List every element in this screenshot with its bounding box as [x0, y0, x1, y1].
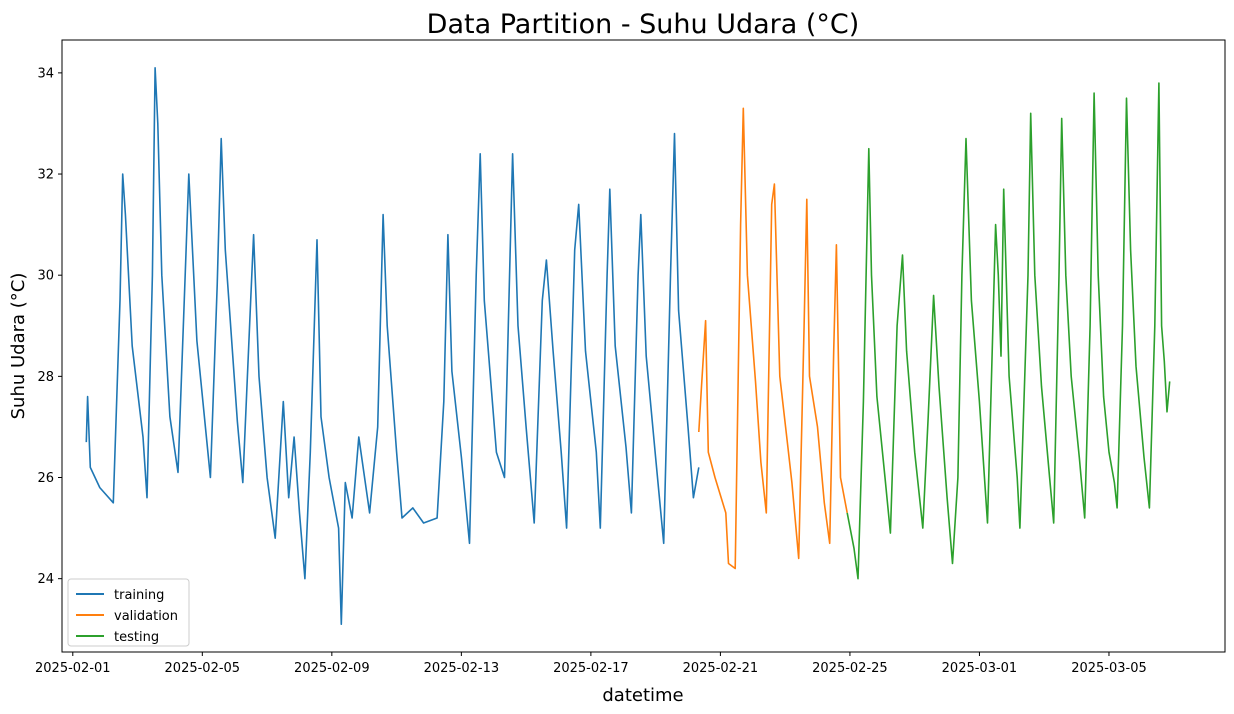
series-line-validation [698, 107, 848, 570]
legend-item-testing: testing [76, 630, 159, 645]
plot-area [85, 67, 1171, 625]
legend-label-validation: validation [114, 609, 178, 624]
x-tick-label: 2025-02-13 [424, 661, 500, 676]
series-layer [85, 67, 1171, 625]
x-tick-label: 2025-02-01 [35, 661, 111, 676]
legend-label-training: training [114, 588, 164, 603]
x-tick-label: 2025-03-01 [942, 661, 1018, 676]
y-tick-label: 28 [37, 370, 54, 385]
x-axis-label: datetime [602, 685, 683, 706]
legend-box [67, 578, 190, 647]
y-axis-label: Suhu Udara (°C) [8, 273, 29, 420]
y-tick-label: 24 [37, 572, 54, 587]
x-tick-label: 2025-02-09 [294, 661, 370, 676]
y-tick-label: 30 [37, 269, 54, 284]
legend-item-validation: validation [76, 609, 178, 624]
x-tick-label: 2025-03-05 [1071, 661, 1147, 676]
axes-frame [61, 39, 1226, 653]
legend: training validation testing [67, 578, 190, 647]
x-tick-label: 2025-02-05 [165, 661, 241, 676]
x-axis-ticks: 2025-02-01 2025-02-05 2025-02-09 2025-02-13… [35, 652, 1147, 676]
y-tick-label: 26 [37, 471, 54, 486]
x-tick-label: 2025-02-25 [812, 661, 888, 676]
y-axis-ticks: 24 26 28 30 32 34 [37, 66, 62, 587]
x-tick-label: 2025-02-21 [683, 661, 759, 676]
chart-title: Data Partition - Suhu Udara (°C) [427, 9, 860, 40]
series-line-training [85, 67, 700, 625]
legend-item-training: training [76, 588, 164, 603]
y-tick-label: 32 [37, 168, 54, 183]
x-tick-label: 2025-02-17 [553, 661, 629, 676]
legend-label-testing: testing [114, 630, 159, 645]
series-line-testing [846, 82, 1171, 580]
y-tick-label: 34 [37, 66, 54, 81]
